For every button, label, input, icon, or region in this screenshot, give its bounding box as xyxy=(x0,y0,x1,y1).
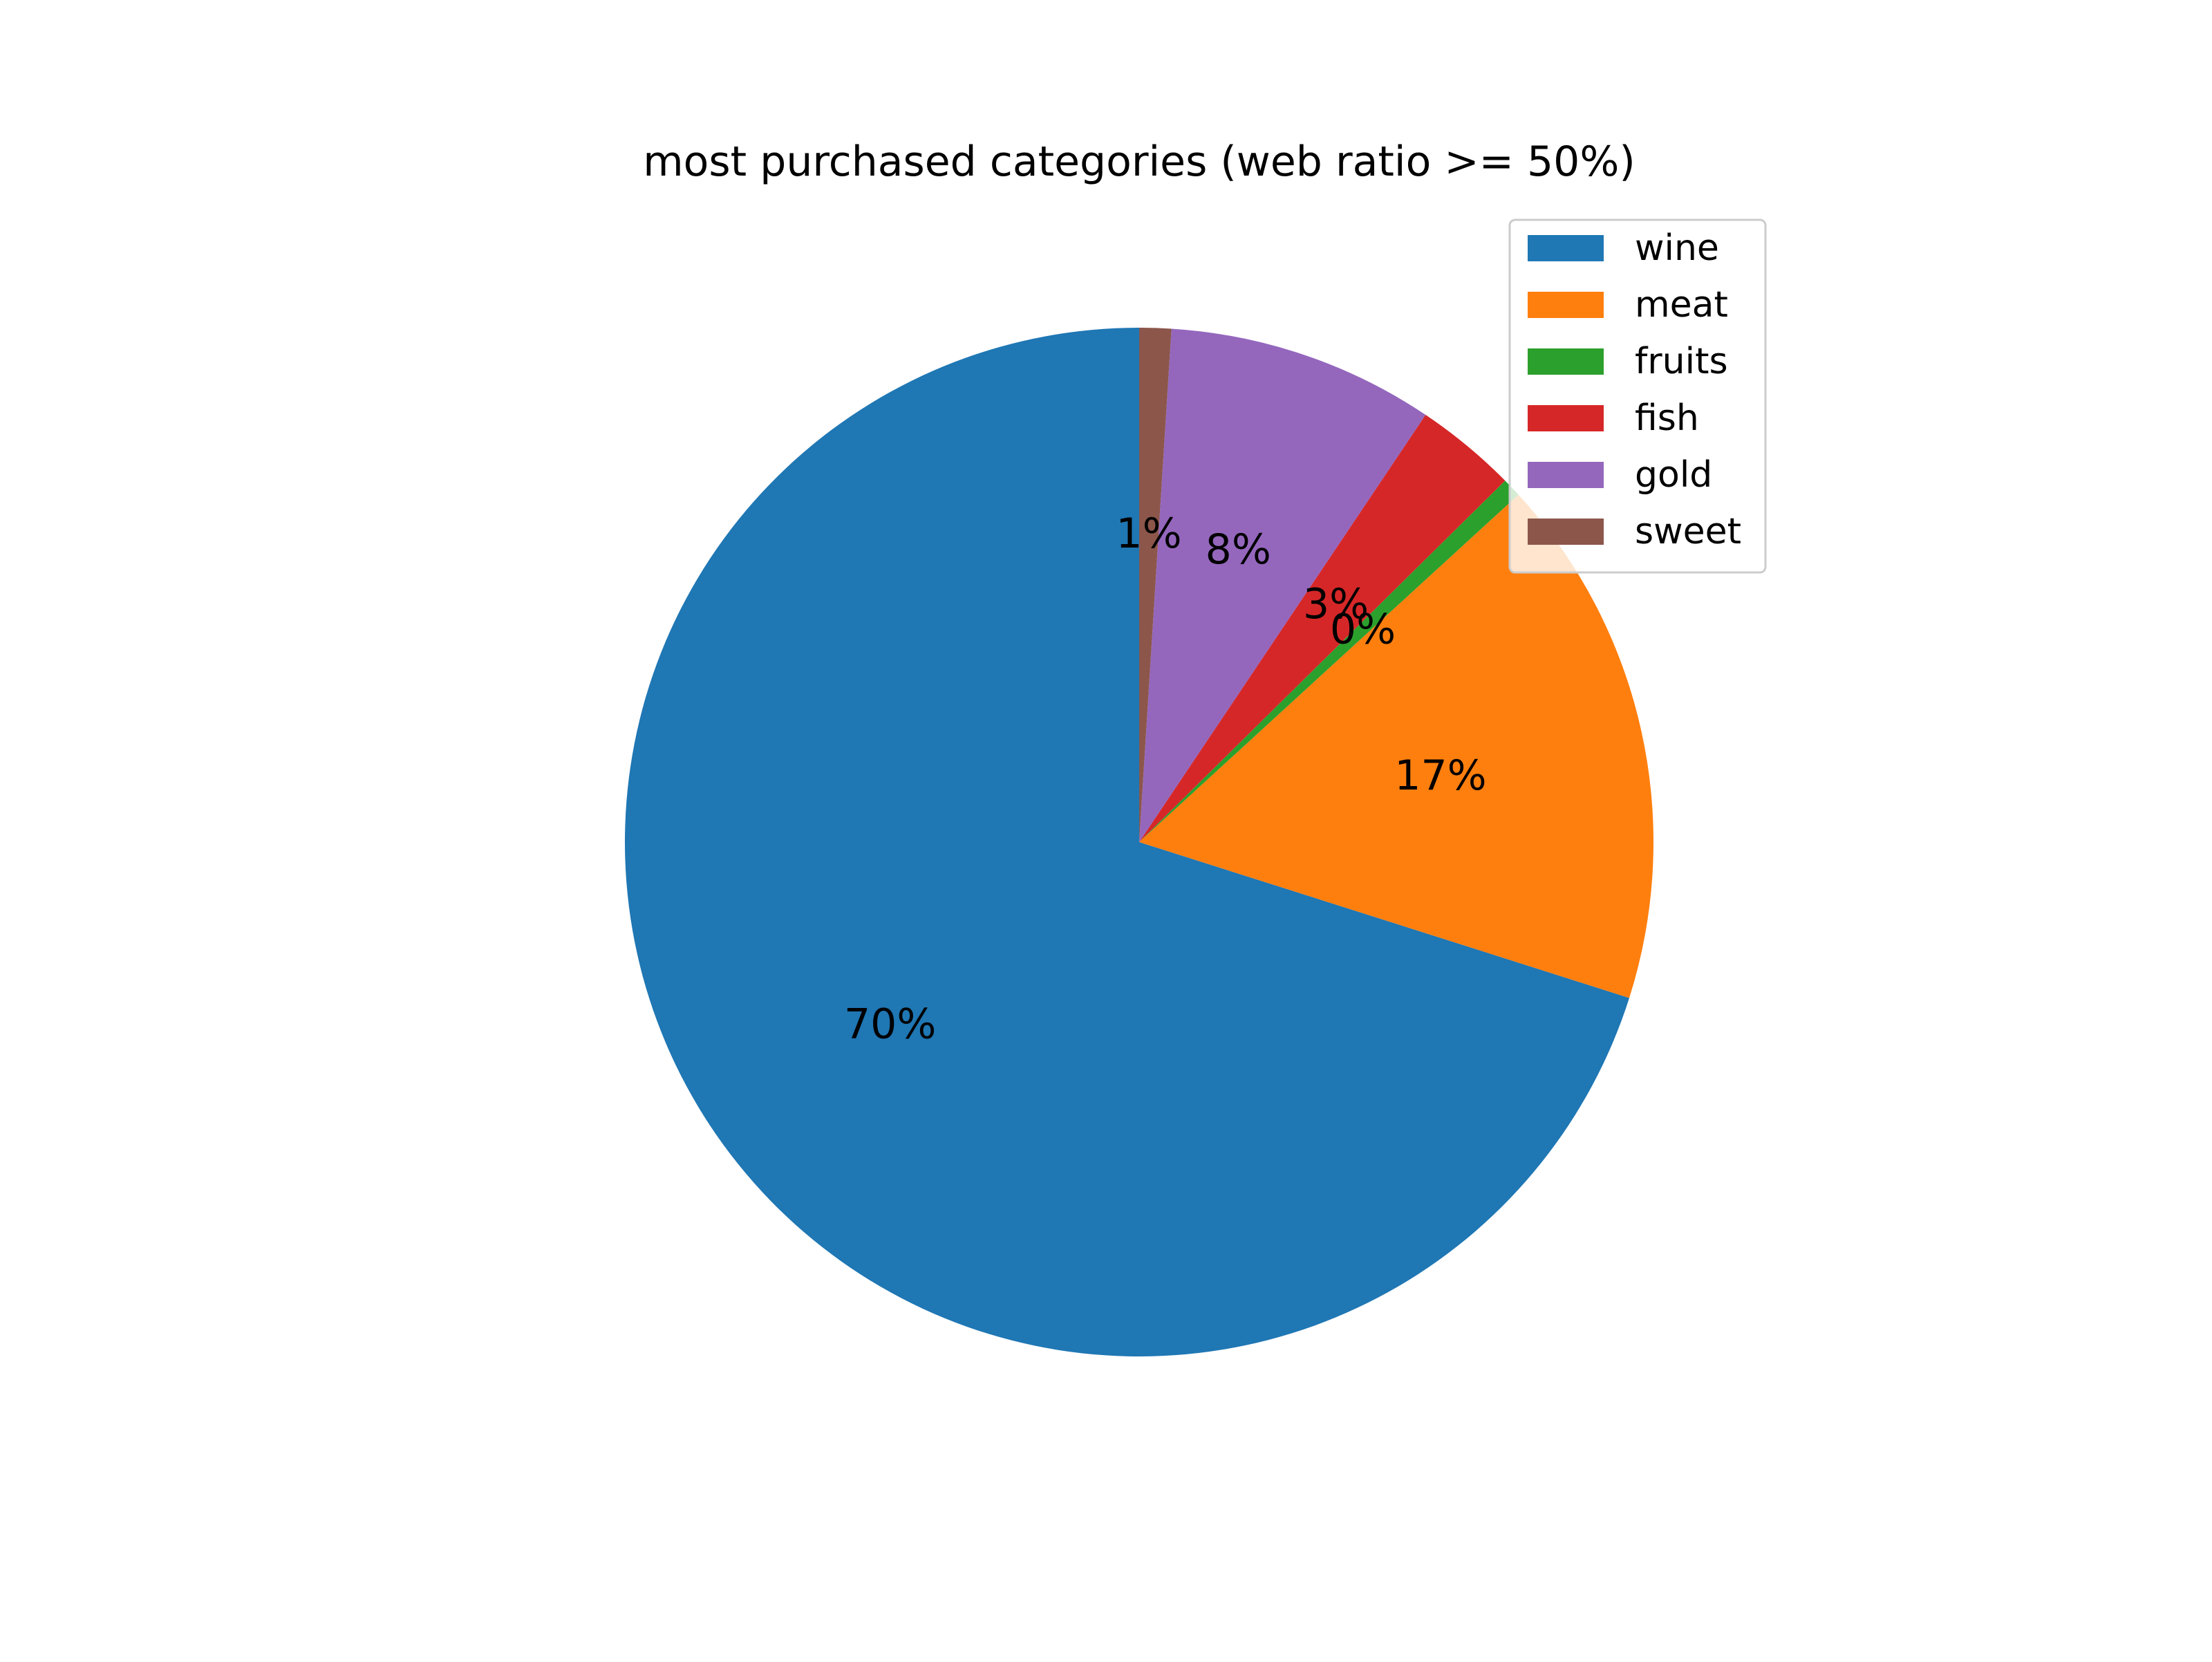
legend-label-fish: fish xyxy=(1635,398,1699,439)
legend-swatch-wine xyxy=(1528,235,1604,261)
pie-slice-gold xyxy=(1139,328,1426,842)
legend-swatch-gold xyxy=(1528,462,1604,488)
legend: wine meat fruits fish gold sweet xyxy=(1508,218,1767,574)
pie-slice-fruits xyxy=(1139,480,1519,842)
pie-slice-sweet xyxy=(1139,328,1172,842)
legend-swatch-meat xyxy=(1528,292,1604,318)
legend-label-gold: gold xyxy=(1635,454,1712,496)
legend-swatch-fish xyxy=(1528,405,1604,431)
pie-slice-meat xyxy=(1139,494,1653,998)
legend-label-wine: wine xyxy=(1635,227,1719,269)
percent-label-meat: 17% xyxy=(1394,751,1486,800)
legend-label-fruits: fruits xyxy=(1635,341,1728,382)
legend-swatch-sweet xyxy=(1528,519,1604,545)
legend-swatch-fruits xyxy=(1528,348,1604,375)
legend-label-sweet: sweet xyxy=(1635,511,1741,552)
percent-labels: 70% 17% 0%3% 8% 1% xyxy=(844,510,1487,1049)
percent-label-fruits: 0% xyxy=(1330,605,1396,653)
pie-slice-wine xyxy=(625,328,1630,1356)
pie-slices xyxy=(625,328,1653,1356)
percent-label-sweet: 1% xyxy=(1116,510,1181,558)
percent-label-wine: 70% xyxy=(844,1000,936,1049)
pie-slice-fish xyxy=(1139,415,1506,842)
percent-label-gold: 8% xyxy=(1206,525,1271,574)
legend-items: wine meat fruits fish gold sweet xyxy=(1528,227,1741,552)
chart-title: most purchased categories (web ratio >= … xyxy=(643,138,1635,186)
legend-label-meat: meat xyxy=(1635,284,1728,326)
percent-label-fish: 3% xyxy=(1303,580,1369,628)
